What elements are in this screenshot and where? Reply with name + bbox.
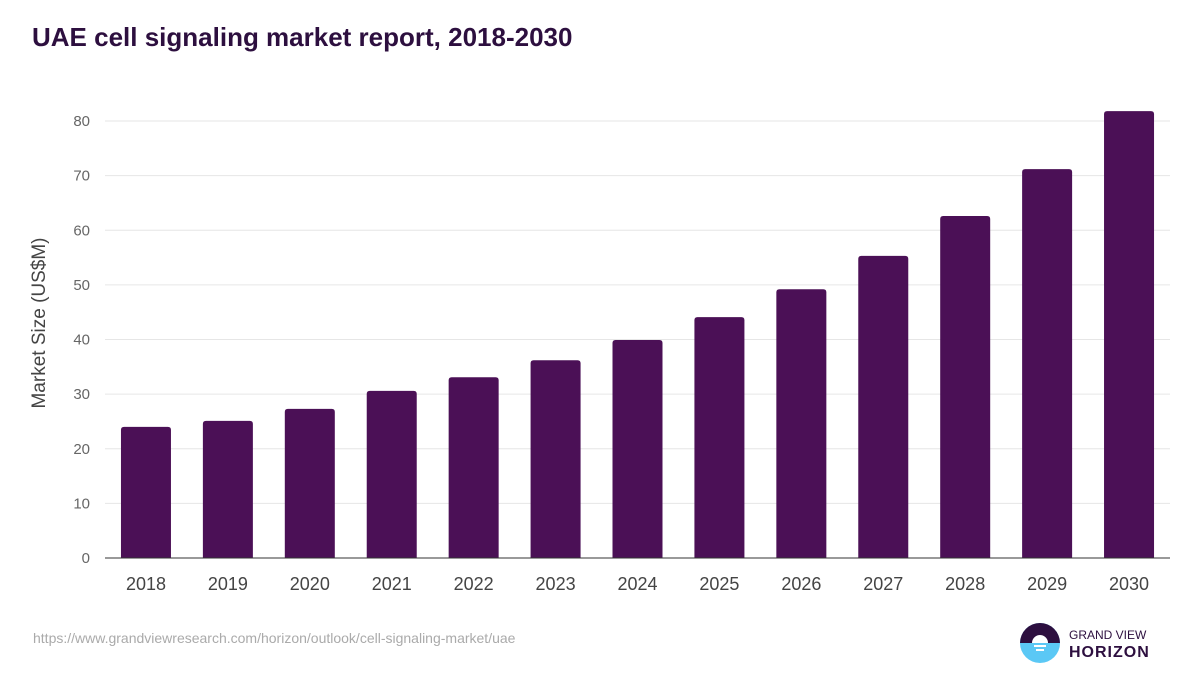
bar-2028 [940,216,991,559]
x-tick-label: 2021 [372,574,412,594]
bar-2027 [858,255,909,558]
y-tick-label: 40 [73,332,90,349]
x-tick-label: 2025 [699,574,739,594]
logo-line2: HORIZON [1069,644,1150,661]
x-tick-label: 2029 [1027,574,1067,594]
grand-view-horizon-logo: GRAND VIEW HORIZON [1020,623,1160,670]
x-tick-label: 2028 [945,574,985,594]
bar-2020 [284,408,335,558]
bar-2026 [776,289,827,558]
bar-2019 [202,420,253,558]
x-tick-label: 2023 [536,574,576,594]
bar-2018 [120,426,171,558]
y-tick-label: 70 [73,168,90,185]
bar-2021 [366,390,417,558]
x-tick-label: 2020 [290,574,330,594]
x-tick-label: 2024 [617,574,657,594]
bar-2029 [1022,169,1073,558]
y-tick-label: 10 [73,495,90,512]
x-tick-label: 2019 [208,574,248,594]
bar-2030 [1104,111,1155,558]
x-tick-label: 2027 [863,574,903,594]
x-tick-label: 2030 [1109,574,1149,594]
bar-2024 [612,340,663,558]
x-tick-label: 2022 [454,574,494,594]
y-tick-label: 50 [73,277,90,294]
y-tick-label: 30 [73,386,90,403]
bar-2022 [448,377,499,558]
y-tick-label: 80 [73,113,90,130]
y-tick-label: 0 [82,550,90,567]
y-tick-label: 60 [73,222,90,239]
bar-2023 [530,360,581,558]
source-url[interactable]: https://www.grandviewresearch.com/horizo… [33,630,516,646]
y-tick-label: 20 [73,441,90,458]
logo-line1: GRAND VIEW [1069,628,1147,642]
chart-title: UAE cell signaling market report, 2018-2… [32,22,573,52]
x-tick-label: 2018 [126,574,166,594]
x-tick-label: 2026 [781,574,821,594]
bar-2025 [694,317,745,558]
